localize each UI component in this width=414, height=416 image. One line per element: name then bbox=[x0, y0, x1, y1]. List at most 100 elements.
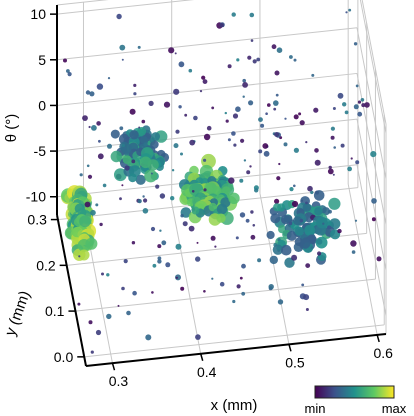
data-point bbox=[95, 329, 102, 336]
data-point bbox=[313, 107, 319, 113]
data-point bbox=[151, 291, 154, 294]
floor-grid-line bbox=[66, 232, 367, 266]
data-point bbox=[178, 105, 182, 109]
data-point bbox=[195, 256, 201, 262]
y-axis-line bbox=[56, 214, 87, 367]
data-point bbox=[294, 226, 304, 236]
data-point bbox=[85, 90, 91, 95]
data-point bbox=[289, 55, 293, 59]
data-point bbox=[328, 197, 341, 210]
data-point bbox=[67, 72, 72, 77]
data-point bbox=[121, 58, 124, 61]
x-tick-mark bbox=[288, 344, 292, 352]
data-point bbox=[188, 225, 195, 232]
data-point bbox=[79, 173, 83, 177]
data-point bbox=[211, 106, 215, 110]
data-point bbox=[90, 209, 96, 216]
data-point bbox=[293, 147, 299, 153]
data-point bbox=[317, 251, 322, 256]
data-point bbox=[174, 52, 177, 55]
data-point bbox=[175, 274, 181, 281]
data-point bbox=[353, 42, 358, 46]
data-point bbox=[332, 107, 336, 110]
data-point bbox=[148, 100, 154, 106]
data-point bbox=[121, 184, 124, 187]
data-point bbox=[313, 190, 325, 201]
data-point bbox=[284, 117, 287, 120]
data-point bbox=[191, 190, 195, 193]
data-point bbox=[189, 139, 196, 146]
data-point bbox=[310, 246, 314, 250]
data-point bbox=[87, 174, 93, 179]
data-point bbox=[168, 47, 175, 54]
floor-grid-line bbox=[259, 193, 290, 345]
data-point bbox=[163, 101, 171, 108]
x-tick-label: 0.4 bbox=[197, 364, 217, 380]
data-point bbox=[203, 158, 207, 162]
data-point bbox=[283, 142, 288, 147]
data-point bbox=[269, 255, 278, 265]
data-point bbox=[157, 259, 162, 264]
data-point bbox=[173, 88, 180, 95]
data-point bbox=[102, 183, 107, 188]
data-point bbox=[188, 68, 193, 73]
data-point bbox=[250, 39, 254, 42]
data-point bbox=[247, 55, 252, 60]
data-point bbox=[180, 286, 185, 291]
back-wall-grid-line bbox=[56, 72, 358, 106]
data-point bbox=[119, 197, 122, 201]
data-point bbox=[307, 185, 313, 192]
data-point bbox=[258, 149, 263, 154]
data-point bbox=[232, 299, 236, 304]
data-point bbox=[274, 198, 280, 204]
z-tick-label: 5 bbox=[38, 52, 46, 68]
data-point bbox=[273, 107, 277, 111]
data-point bbox=[231, 12, 236, 17]
data-point bbox=[219, 23, 224, 28]
data-point bbox=[270, 213, 281, 224]
data-point bbox=[242, 95, 245, 98]
data-point bbox=[330, 126, 335, 131]
data-point bbox=[355, 160, 360, 165]
data-point bbox=[267, 103, 271, 107]
data-point bbox=[266, 230, 275, 240]
data-point bbox=[274, 70, 280, 76]
data-point bbox=[180, 214, 184, 218]
data-point bbox=[182, 221, 188, 227]
data-point bbox=[199, 90, 203, 93]
data-point bbox=[291, 200, 299, 208]
data-point bbox=[351, 250, 356, 254]
data-point bbox=[202, 79, 208, 84]
floor-grid-line bbox=[171, 202, 202, 354]
data-point bbox=[119, 44, 126, 51]
data-point bbox=[210, 235, 216, 241]
x-tick-mark bbox=[199, 353, 204, 361]
data-point bbox=[330, 135, 335, 140]
data-point bbox=[157, 244, 162, 249]
data-point bbox=[203, 290, 206, 293]
data-point bbox=[214, 245, 217, 248]
data-point bbox=[89, 91, 95, 97]
data-point bbox=[316, 238, 323, 245]
data-point bbox=[236, 284, 241, 289]
data-point bbox=[278, 162, 281, 166]
x-tick-label: 0.5 bbox=[285, 354, 305, 370]
data-point bbox=[98, 139, 101, 143]
data-point bbox=[376, 256, 382, 262]
data-point bbox=[124, 165, 130, 171]
data-point bbox=[314, 148, 319, 153]
y-tick-label: 0.3 bbox=[27, 212, 47, 228]
data-point bbox=[97, 153, 104, 160]
data-point bbox=[137, 127, 147, 136]
axis-lines bbox=[50, 5, 387, 371]
data-point bbox=[119, 126, 124, 131]
data-point bbox=[133, 92, 137, 96]
data-point bbox=[150, 140, 159, 149]
data-point bbox=[155, 184, 160, 189]
data-point bbox=[201, 153, 216, 169]
data-point bbox=[227, 64, 232, 69]
data-point bbox=[228, 192, 240, 204]
data-point bbox=[301, 283, 305, 287]
data-point bbox=[276, 176, 281, 181]
z-axis-label: θ (°) bbox=[3, 114, 20, 143]
